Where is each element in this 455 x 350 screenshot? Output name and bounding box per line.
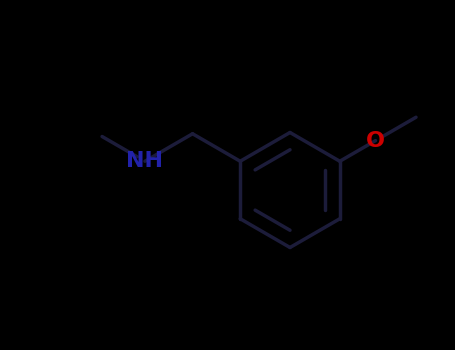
Text: NH: NH	[126, 151, 163, 171]
Text: O: O	[366, 131, 385, 150]
